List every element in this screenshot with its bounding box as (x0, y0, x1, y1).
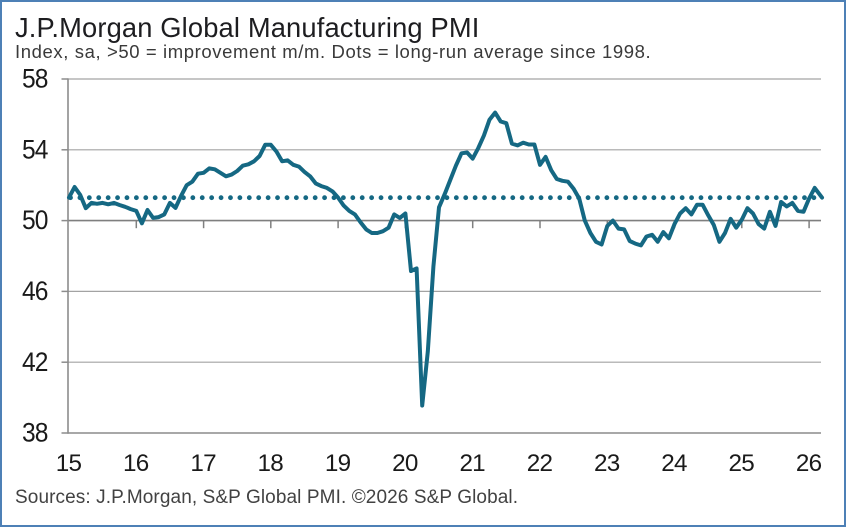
svg-text:23: 23 (594, 450, 620, 477)
svg-text:18: 18 (258, 450, 284, 477)
svg-text:21: 21 (459, 450, 485, 477)
svg-text:15: 15 (56, 450, 82, 477)
svg-text:26: 26 (796, 450, 822, 477)
svg-text:25: 25 (729, 450, 755, 477)
svg-text:46: 46 (22, 276, 48, 306)
svg-text:16: 16 (123, 450, 149, 477)
svg-text:50: 50 (22, 205, 48, 235)
svg-text:58: 58 (22, 64, 48, 94)
svg-text:54: 54 (22, 134, 48, 164)
svg-text:24: 24 (661, 450, 687, 477)
svg-text:19: 19 (325, 450, 351, 477)
svg-text:17: 17 (190, 450, 216, 477)
svg-text:22: 22 (527, 450, 553, 477)
svg-text:20: 20 (392, 450, 418, 477)
svg-text:42: 42 (22, 347, 48, 377)
svg-text:38: 38 (22, 418, 48, 448)
